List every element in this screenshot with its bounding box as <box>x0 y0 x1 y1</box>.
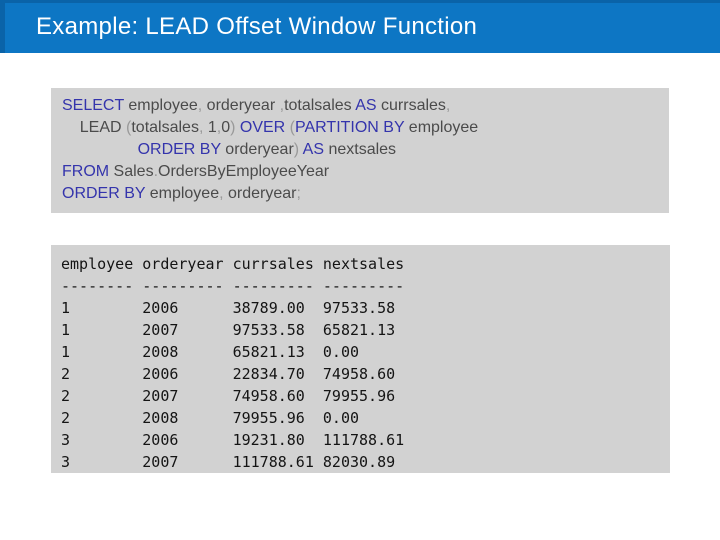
sql-identifier: orderyear <box>220 141 294 158</box>
sql-identifier: employee <box>123 97 198 114</box>
sql-punctuation: , <box>216 119 222 136</box>
sql-identifier: 1 <box>203 119 217 136</box>
sql-punctuation: . <box>153 163 159 180</box>
sql-punctuation: , <box>279 97 285 114</box>
sql-punctuation: , <box>198 119 204 136</box>
sql-identifier: 0 <box>221 119 231 136</box>
sql-keyword: AS <box>355 97 377 114</box>
query-results-block: employee orderyear currsales nextsales -… <box>51 245 670 473</box>
query-results-text: employee orderyear currsales nextsales -… <box>61 255 405 471</box>
sql-line: SELECT employee, orderyear ,totalsales A… <box>62 95 669 117</box>
sql-identifier: LEAD <box>62 119 127 136</box>
sql-keyword: SELECT <box>62 97 124 114</box>
sql-keyword: OVER <box>235 119 290 136</box>
sql-identifier: orderyear <box>202 97 280 114</box>
sql-line: FROM Sales.OrdersByEmployeeYear <box>62 161 669 183</box>
slide-title: Example: LEAD Offset Window Function <box>36 12 478 40</box>
sql-code-block: SELECT employee, orderyear ,totalsales A… <box>51 88 669 213</box>
sql-identifier <box>62 141 138 158</box>
sql-keyword: AS <box>299 141 325 158</box>
sql-identifier: totalsales <box>284 97 356 114</box>
slide-title-bar: Example: LEAD Offset Window Function <box>0 0 720 53</box>
sql-identifier: Sales <box>109 163 154 180</box>
sql-punctuation: ( <box>289 119 295 136</box>
sql-identifier: nextsales <box>324 141 397 158</box>
sql-punctuation: , <box>219 185 224 202</box>
sql-identifier: currsales <box>376 97 446 114</box>
sql-identifier: OrdersByEmployeeYear <box>158 163 330 180</box>
sql-punctuation: ; <box>296 185 301 202</box>
sql-punctuation: , <box>445 97 451 114</box>
sql-line: LEAD (totalsales, 1,0) OVER (PARTITION B… <box>62 117 669 139</box>
sql-identifier: employee <box>404 119 479 136</box>
sql-keyword: ORDER BY <box>137 141 221 158</box>
sql-punctuation: ( <box>126 119 132 136</box>
sql-keyword: PARTITION BY <box>295 119 405 136</box>
sql-identifier: orderyear <box>223 185 297 202</box>
sql-punctuation: ) <box>293 141 300 158</box>
sql-keyword: FROM <box>62 163 110 180</box>
sql-punctuation: ) <box>230 119 236 136</box>
sql-line: ORDER BY employee, orderyear; <box>62 183 669 205</box>
sql-punctuation: , <box>197 97 203 114</box>
sql-line: ORDER BY orderyear) AS nextsales <box>62 139 669 161</box>
sql-identifier: employee <box>145 185 220 202</box>
sql-identifier: totalsales <box>131 119 199 136</box>
sql-keyword: ORDER BY <box>62 185 146 202</box>
